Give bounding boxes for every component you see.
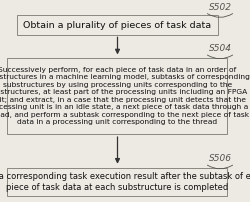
Text: Obtain a corresponding task execution result after the subtask of each
piece of : Obtain a corresponding task execution re… xyxy=(0,172,250,192)
FancyBboxPatch shape xyxy=(18,15,218,35)
Text: S506: S506 xyxy=(208,154,232,163)
Text: S504: S504 xyxy=(208,44,232,53)
FancyBboxPatch shape xyxy=(8,58,228,134)
FancyBboxPatch shape xyxy=(8,168,228,196)
Text: Successively perform, for each piece of task data in an order of
substructures i: Successively perform, for each piece of … xyxy=(0,67,250,125)
Text: Obtain a plurality of pieces of task data: Obtain a plurality of pieces of task dat… xyxy=(24,21,212,30)
Text: S502: S502 xyxy=(208,3,232,12)
